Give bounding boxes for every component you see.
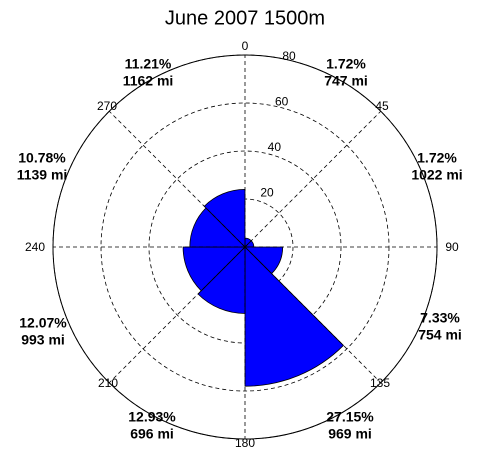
sector — [182, 246, 246, 292]
sector-percent: 1.72% — [417, 150, 457, 166]
spoke — [244, 246, 382, 384]
sector-distance: 1162 mi — [123, 73, 174, 89]
r-tick-label: 80 — [282, 49, 296, 63]
angle-label: 270 — [97, 99, 117, 113]
sector-distance: 696 mi — [130, 426, 174, 442]
spoke — [108, 246, 246, 384]
sector-percent: 1.72% — [326, 56, 366, 72]
sector-distance: 1022 mi — [411, 167, 462, 183]
angle-label: 240 — [25, 240, 45, 254]
sector-percent: 12.93% — [128, 409, 176, 425]
sector-distance: 754 mi — [418, 327, 462, 343]
sector-distance: 969 mi — [328, 426, 372, 442]
sector-percent: 7.33% — [420, 310, 460, 326]
sector-percent: 27.15% — [326, 409, 374, 425]
sector-distance: 993 mi — [21, 332, 65, 348]
angle-label: 90 — [445, 240, 459, 254]
angle-label: 0 — [242, 39, 249, 53]
chart-title: June 2007 1500m — [165, 7, 325, 29]
angle-label: 45 — [375, 99, 389, 113]
sector-percent: 12.07% — [19, 315, 67, 331]
r-tick-label: 40 — [268, 140, 282, 154]
spoke — [244, 110, 382, 248]
angle-label: 210 — [98, 376, 118, 390]
outer-circle — [52, 54, 438, 440]
angle-label: 180 — [235, 436, 255, 450]
sector-percent: 11.21% — [125, 56, 172, 72]
sector — [244, 246, 344, 387]
sector-distance: 1139 mi — [17, 167, 68, 183]
spoke — [108, 110, 246, 248]
sector-percent: 10.78% — [18, 150, 66, 166]
angle-label: 135 — [370, 376, 390, 390]
sector-distance: 747 mi — [324, 73, 368, 89]
r-tick-label: 20 — [260, 186, 274, 200]
r-tick-label: 60 — [275, 94, 289, 108]
